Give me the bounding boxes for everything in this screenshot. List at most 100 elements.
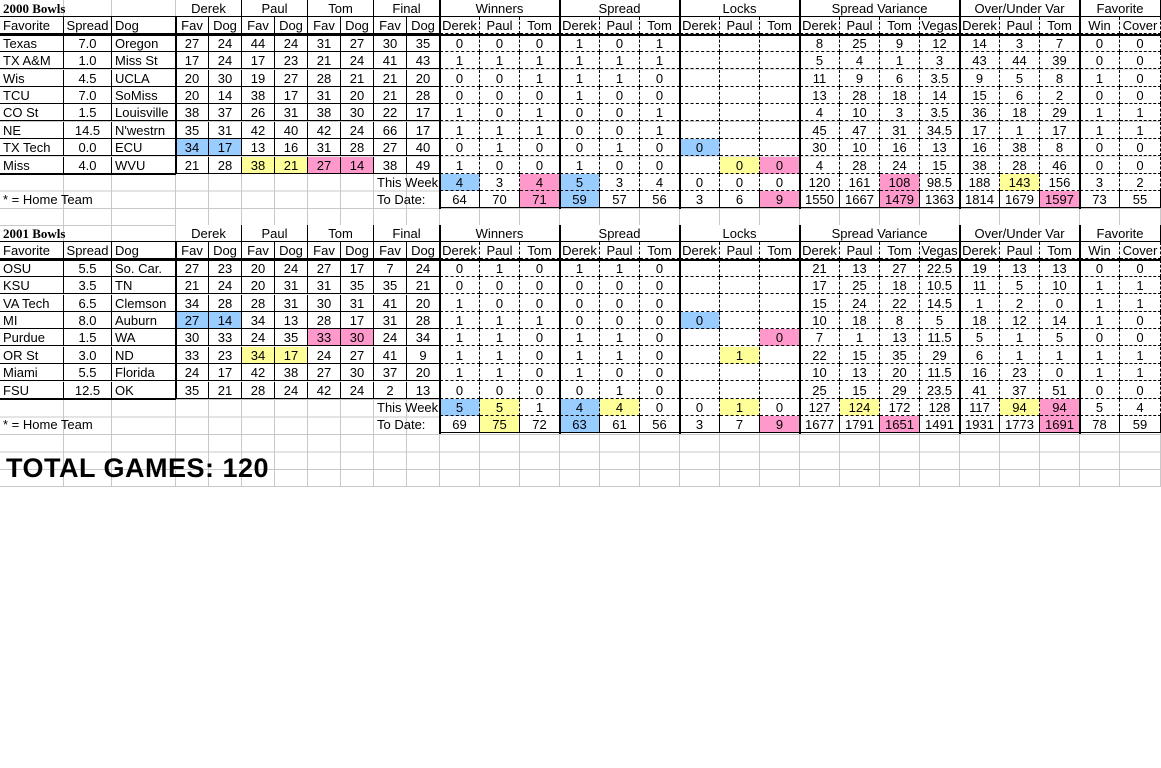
table-cell[interactable]: 35	[341, 277, 374, 295]
table-cell[interactable]: 35	[275, 329, 308, 347]
table-cell[interactable]: 35	[176, 381, 209, 399]
table-cell[interactable]: 12.5	[64, 381, 112, 399]
table-cell[interactable]: 3.5	[920, 104, 960, 122]
table-cell[interactable]: 15	[840, 381, 880, 399]
table-cell[interactable]: 17	[209, 139, 242, 157]
table-cell[interactable]: 20	[880, 364, 920, 382]
group-header[interactable]: Final	[374, 225, 440, 242]
table-cell[interactable]: 7	[1040, 34, 1080, 52]
to-date-value[interactable]: 1597	[1040, 191, 1080, 209]
table-cell[interactable]: 1	[640, 52, 680, 70]
table-cell[interactable]: 19	[960, 259, 1000, 277]
table-cell[interactable]: 25	[840, 277, 880, 295]
table-cell[interactable]: 6.5	[64, 294, 112, 312]
table-cell[interactable]: 42	[242, 121, 275, 139]
column-header[interactable]: Paul	[840, 17, 880, 35]
column-header[interactable]: Fav	[242, 17, 275, 35]
column-header[interactable]: Paul	[480, 242, 520, 260]
table-cell[interactable]: 31	[308, 34, 341, 52]
table-cell[interactable]: 5	[960, 329, 1000, 347]
table-cell[interactable]: 5.5	[64, 364, 112, 382]
home-team-note[interactable]: * = Home Team	[3, 417, 93, 433]
table-cell[interactable]	[680, 277, 720, 295]
table-cell[interactable]: 21	[407, 277, 440, 295]
table-cell[interactable]: 18	[880, 277, 920, 295]
column-header[interactable]: Favorite	[0, 17, 64, 35]
table-cell[interactable]: 20	[341, 87, 374, 104]
table-cell[interactable]: 0	[560, 312, 600, 329]
table-cell[interactable]: 1	[1080, 294, 1120, 312]
this-week-value[interactable]: 120	[800, 174, 840, 191]
table-cell[interactable]: 1	[520, 121, 560, 139]
table-cell[interactable]: 1	[1120, 121, 1161, 139]
table-cell[interactable]: 0	[1080, 381, 1120, 399]
table-cell[interactable]: 29	[920, 346, 960, 364]
group-header[interactable]: Derek	[176, 0, 242, 17]
table-cell[interactable]: 24	[341, 52, 374, 70]
to-date-value[interactable]: 59	[560, 191, 600, 209]
this-week-value[interactable]: 0	[640, 399, 680, 416]
table-cell[interactable]: 0	[480, 381, 520, 399]
to-date-value[interactable]: 1791	[840, 416, 880, 434]
to-date-value[interactable]: 71	[520, 191, 560, 209]
table-cell[interactable]: 17	[242, 52, 275, 70]
table-cell[interactable]: 1	[1080, 69, 1120, 87]
table-cell[interactable]	[760, 259, 800, 277]
table-cell[interactable]	[760, 34, 800, 52]
table-cell[interactable]: 21	[341, 69, 374, 87]
to-date-value[interactable]: 78	[1080, 416, 1120, 434]
table-cell[interactable]: N'westrn	[112, 121, 176, 139]
table-cell[interactable]: 28	[1000, 156, 1040, 174]
table-cell[interactable]	[720, 329, 760, 347]
table-cell[interactable]	[760, 52, 800, 70]
table-cell[interactable]: 0	[1080, 52, 1120, 70]
table-cell[interactable]: 28	[209, 156, 242, 174]
table-cell[interactable]: 31	[374, 312, 407, 329]
to-date-value[interactable]: 1667	[840, 191, 880, 209]
table-cell[interactable]: 41	[374, 294, 407, 312]
table-cell[interactable]: 13	[242, 139, 275, 157]
table-cell[interactable]	[720, 121, 760, 139]
to-date-value[interactable]: 56	[640, 191, 680, 209]
table-cell[interactable]: 0	[440, 34, 480, 52]
table-cell[interactable]: 31	[880, 121, 920, 139]
table-cell[interactable]	[680, 156, 720, 174]
to-date-value[interactable]: 63	[560, 416, 600, 434]
group-header[interactable]: Spread	[560, 0, 680, 17]
table-cell[interactable]: 27	[176, 312, 209, 329]
table-cell[interactable]: 0	[520, 294, 560, 312]
table-cell[interactable]: 1	[600, 52, 640, 70]
table-cell[interactable]: 35	[407, 34, 440, 52]
table-cell[interactable]: 33	[308, 329, 341, 347]
table-cell[interactable]: 0	[1080, 329, 1120, 347]
table-cell[interactable]: 30	[176, 329, 209, 347]
table-cell[interactable]: 0	[640, 156, 680, 174]
table-cell[interactable]: Miami	[0, 364, 64, 382]
table-cell[interactable]: 31	[308, 139, 341, 157]
table-cell[interactable]: 13	[407, 381, 440, 399]
table-cell[interactable]: 40	[407, 139, 440, 157]
table-cell[interactable]: 20	[176, 87, 209, 104]
table-cell[interactable]: 24	[209, 277, 242, 295]
table-cell[interactable]: 28	[407, 87, 440, 104]
table-cell[interactable]: Oregon	[112, 34, 176, 52]
column-header[interactable]: Paul	[720, 242, 760, 260]
table-cell[interactable]	[720, 364, 760, 382]
table-cell[interactable]: 0	[1120, 312, 1161, 329]
to-date-value[interactable]: 3	[680, 191, 720, 209]
table-cell[interactable]: 66	[374, 121, 407, 139]
this-week-value[interactable]: 172	[880, 399, 920, 416]
column-header[interactable]: Vegas	[920, 17, 960, 35]
table-cell[interactable]: OK	[112, 381, 176, 399]
table-cell[interactable]: 27	[308, 156, 341, 174]
table-cell[interactable]: 20	[242, 259, 275, 277]
table-cell[interactable]: 38	[1000, 139, 1040, 157]
table-cell[interactable]: 1	[440, 121, 480, 139]
table-cell[interactable]: 30	[374, 34, 407, 52]
table-cell[interactable]: 35	[176, 121, 209, 139]
this-week-value[interactable]: 3	[600, 174, 640, 191]
table-cell[interactable]: 23	[209, 346, 242, 364]
table-cell[interactable]: 0	[1120, 329, 1161, 347]
table-cell[interactable]: 0	[1120, 381, 1161, 399]
table-cell[interactable]: 10	[840, 104, 880, 122]
